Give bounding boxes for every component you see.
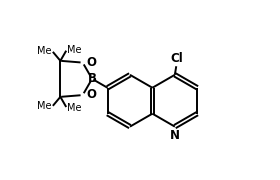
Text: Me: Me [67, 103, 81, 113]
Text: Cl: Cl [171, 52, 183, 65]
Text: O: O [86, 56, 96, 69]
Text: Me: Me [38, 102, 52, 111]
Text: O: O [86, 88, 96, 101]
Text: Me: Me [38, 46, 52, 56]
Text: B: B [88, 72, 97, 85]
Text: Me: Me [67, 45, 81, 55]
Text: N: N [170, 129, 180, 142]
